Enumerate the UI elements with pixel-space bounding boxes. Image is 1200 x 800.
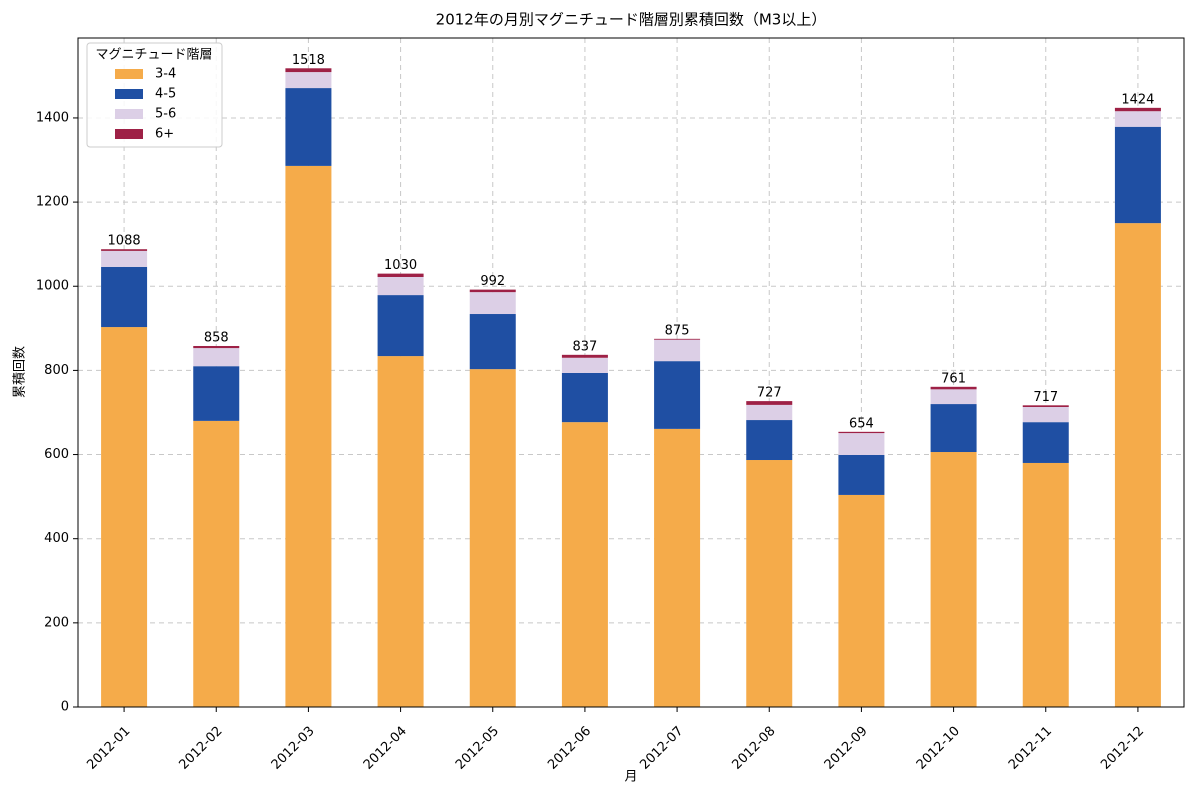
x-tick-label: 2012-01 [84, 724, 133, 773]
bar-segment [654, 339, 701, 362]
bar-segment [285, 72, 332, 89]
bar-segment [101, 327, 148, 707]
bar-segment [1022, 405, 1069, 408]
bar-segment [1114, 111, 1161, 127]
bar-segment [930, 404, 977, 453]
bar-segment [930, 389, 977, 405]
total-label: 1030 [384, 258, 417, 273]
x-tick-label: 2012-02 [177, 724, 226, 773]
bar-segment [193, 348, 240, 367]
bar-segment [746, 420, 793, 461]
x-tick-label: 2012-10 [914, 724, 963, 773]
total-label: 717 [1033, 390, 1058, 405]
total-label: 858 [204, 330, 229, 345]
legend-title: マグニチュード階層 [95, 48, 212, 63]
bar-segment [1114, 126, 1161, 224]
total-label: 761 [941, 371, 966, 386]
y-tick-label: 400 [44, 531, 69, 546]
y-tick-label: 600 [44, 447, 69, 462]
y-tick-label: 800 [44, 363, 69, 378]
bar-segment [746, 401, 793, 405]
bar-segment [469, 292, 516, 315]
total-label: 1518 [292, 53, 325, 68]
bar-segment [1022, 462, 1069, 707]
bar-segment [838, 454, 885, 495]
y-tick-label: 200 [44, 615, 69, 630]
y-axis-label: 累積回数 [13, 346, 28, 398]
legend-label: 5-6 [155, 107, 176, 122]
x-tick-label: 2012-04 [361, 724, 410, 773]
x-tick-label: 2012-09 [822, 724, 871, 773]
bar-segment [469, 289, 516, 293]
bar-segment [469, 369, 516, 707]
x-tick-label: 2012-08 [730, 724, 779, 773]
bar-segment [377, 273, 424, 277]
bar-segment [654, 361, 701, 429]
bar-segment [101, 266, 148, 328]
bar-segment [285, 68, 332, 73]
bar-segment [654, 338, 701, 340]
x-tick-label: 2012-06 [545, 724, 594, 773]
y-tick-label: 1200 [36, 195, 69, 210]
bar-segment [838, 494, 885, 707]
y-tick-label: 0 [61, 700, 69, 715]
legend-label: 6+ [155, 127, 174, 142]
bar-segment [930, 386, 977, 390]
bar-segment [838, 433, 885, 455]
x-tick-label: 2012-05 [453, 724, 502, 773]
bar-segment [561, 354, 608, 358]
bar-segment [377, 276, 424, 296]
total-label: 1424 [1121, 92, 1154, 107]
legend-label: 4-5 [155, 87, 176, 102]
bar-segment [193, 366, 240, 421]
x-tick-label: 2012-11 [1006, 724, 1055, 773]
bar-segment [1022, 407, 1069, 423]
bar-segment [285, 88, 332, 166]
total-label: 837 [573, 339, 598, 354]
bar-segment [193, 420, 240, 707]
legend-swatch [115, 129, 143, 139]
bar-segment [561, 422, 608, 707]
bar-segment [377, 356, 424, 707]
bar-segment [1114, 107, 1161, 112]
total-label: 992 [480, 274, 505, 289]
x-tick-label: 2012-12 [1098, 724, 1147, 773]
bar-segment [101, 250, 148, 267]
total-label: 875 [665, 323, 690, 338]
total-label: 654 [849, 416, 874, 431]
bar-segment [930, 452, 977, 707]
legend-swatch [115, 109, 143, 119]
total-label: 727 [757, 386, 782, 401]
y-tick-label: 1400 [36, 110, 69, 125]
total-label: 1088 [108, 234, 141, 249]
y-tick-label: 1000 [36, 279, 69, 294]
bar-segment [285, 165, 332, 708]
bar-segment [377, 295, 424, 357]
bar-segment [654, 428, 701, 707]
legend-swatch [115, 69, 143, 79]
bar-segment [561, 372, 608, 423]
bar-segment [193, 345, 240, 349]
bar-segment [469, 314, 516, 370]
bar-segment [1114, 223, 1161, 707]
chart-title: 2012年の月別マグニチュード階層別累積回数（M3以上） [436, 11, 827, 29]
bar-segment [746, 404, 793, 421]
bar-segment [746, 460, 793, 707]
bar-segment [838, 431, 885, 434]
x-axis-label: 月 [624, 770, 637, 785]
x-tick-label: 2012-03 [269, 724, 318, 773]
x-tick-label: 2012-07 [637, 724, 686, 773]
legend-label: 3-4 [155, 67, 176, 82]
bar-segment [561, 357, 608, 373]
legend-swatch [115, 89, 143, 99]
plot-frame [77, 37, 1185, 708]
bar-segment [101, 249, 148, 251]
bar-segment [1022, 422, 1069, 463]
